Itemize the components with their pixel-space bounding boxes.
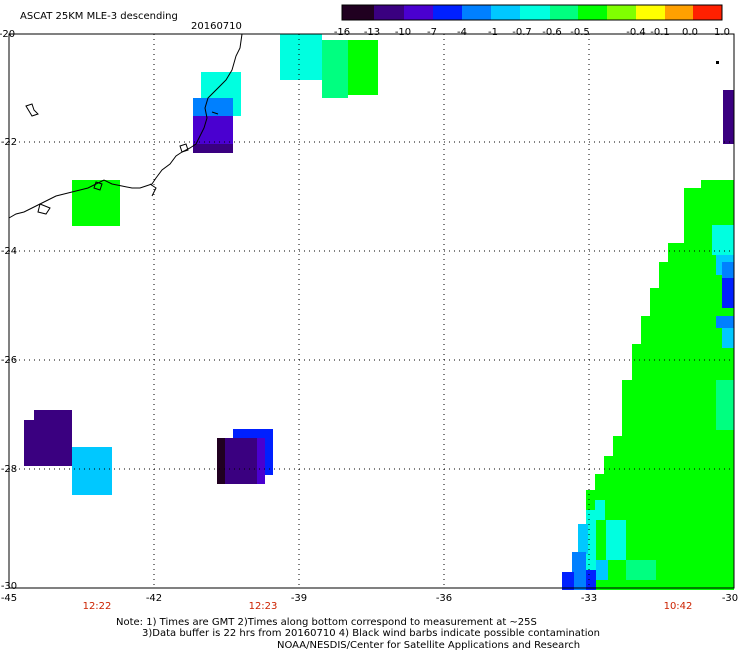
colorbar-swatch-7 xyxy=(520,5,550,20)
data-cell xyxy=(348,40,378,95)
lon-label: -36 xyxy=(436,593,452,604)
data-cell xyxy=(626,560,656,580)
data-cell xyxy=(193,116,233,144)
colorbar-swatch-11 xyxy=(636,5,665,20)
data-cell xyxy=(722,278,734,308)
time-label: 12:22 xyxy=(83,601,112,612)
colorbar-label-7: -0.7 xyxy=(512,27,532,38)
coastline-path xyxy=(149,183,157,197)
data-cell xyxy=(280,34,322,80)
colorbar-label-2: -13 xyxy=(364,27,380,38)
colorbar-label-6: -1 xyxy=(488,27,498,38)
data-cell xyxy=(322,40,348,98)
data-cell xyxy=(716,380,734,430)
lat-label: -24 xyxy=(1,246,17,257)
lat-label: -28 xyxy=(1,464,17,475)
island-shape xyxy=(179,143,189,153)
note-line-3: NOAA/NESDIS/Center for Satellite Applica… xyxy=(277,640,580,650)
colorbar-label-4: -7 xyxy=(427,27,437,38)
colorbar-swatch-1 xyxy=(342,5,374,20)
lat-label: -26 xyxy=(1,355,17,366)
data-cell xyxy=(684,188,704,590)
data-cell xyxy=(722,262,734,278)
map-date: 20160710 xyxy=(191,21,242,32)
coastline-path xyxy=(211,111,219,115)
data-cell xyxy=(578,524,588,554)
island-marker xyxy=(716,61,719,64)
data-cell xyxy=(572,552,586,572)
data-cell xyxy=(712,225,734,255)
colorbar-swatch-5 xyxy=(462,5,491,20)
colorbar-label-13: 1.0 xyxy=(714,27,730,38)
data-cell xyxy=(722,328,734,348)
colorbar-label-12: 0.0 xyxy=(682,27,698,38)
colorbar-swatch-2 xyxy=(374,5,404,20)
data-cell xyxy=(72,447,112,495)
data-cell xyxy=(193,144,233,153)
data-cell xyxy=(596,560,608,580)
graticule xyxy=(9,34,734,588)
island-shape xyxy=(25,103,39,117)
colorbar-swatch-13 xyxy=(693,5,722,20)
colorbar-frame xyxy=(341,4,723,21)
time-label: 10:42 xyxy=(664,601,693,612)
data-cell xyxy=(723,90,734,144)
island-shape xyxy=(93,181,103,191)
data-cell xyxy=(586,570,596,590)
data-cell xyxy=(225,438,257,484)
data-cell xyxy=(668,243,688,590)
lat-label: -22 xyxy=(1,137,17,148)
data-cell xyxy=(24,420,38,466)
data-cell xyxy=(606,520,626,560)
colorbar-label-8: -0.6 xyxy=(542,27,562,38)
colorbar-swatch-9 xyxy=(578,5,607,20)
lat-label: -20 xyxy=(0,29,15,40)
colorbar-label-10: -0.4 xyxy=(626,27,646,38)
lat-label: -30 xyxy=(1,581,17,592)
colorbar-label-9: -0.5 xyxy=(570,27,590,38)
map-title: ASCAT 25KM MLE-3 descending xyxy=(20,11,178,22)
lon-label: -42 xyxy=(146,593,162,604)
data-cell xyxy=(72,180,120,226)
colorbar-label-3: -10 xyxy=(395,27,411,38)
data-cell xyxy=(34,410,72,466)
colorbar-swatch-6 xyxy=(491,5,520,20)
data-cell xyxy=(217,438,227,484)
colorbar-swatch-12 xyxy=(665,5,693,20)
data-cell xyxy=(574,570,586,590)
colorbar-label-1: -16 xyxy=(334,27,350,38)
lon-label: -33 xyxy=(581,593,597,604)
colorbar-label-5: -4 xyxy=(457,27,467,38)
lon-label: -45 xyxy=(1,593,17,604)
data-cell xyxy=(562,572,574,590)
data-cell xyxy=(595,500,605,520)
note-line-1: Note: 1) Times are GMT 2)Times along bot… xyxy=(116,617,537,628)
colorbar-swatch-3 xyxy=(404,5,433,20)
time-label: 12:23 xyxy=(249,601,278,612)
colorbar-swatch-8 xyxy=(550,5,578,20)
colorbar-swatch-4 xyxy=(433,5,462,20)
lon-label: -30 xyxy=(722,593,738,604)
colorbar-swatch-10 xyxy=(607,5,636,20)
data-cell xyxy=(586,510,596,570)
note-line-2: 3)Data buffer is 22 hrs from 20160710 4)… xyxy=(142,628,600,639)
coastline xyxy=(8,33,243,219)
coastline-path xyxy=(8,33,243,219)
colorbar-label-11: -0.1 xyxy=(650,27,670,38)
swath-cells xyxy=(24,34,734,590)
colorbar: -16 -13 -10 -7 -4 -1 -0.7 -0.6 -0.5 -0.4… xyxy=(334,4,730,38)
plot-frame xyxy=(8,33,735,589)
lon-label: -39 xyxy=(291,593,307,604)
data-cell xyxy=(193,98,233,116)
data-cell xyxy=(716,316,734,328)
data-cell xyxy=(257,438,265,484)
island-shape xyxy=(37,203,51,215)
